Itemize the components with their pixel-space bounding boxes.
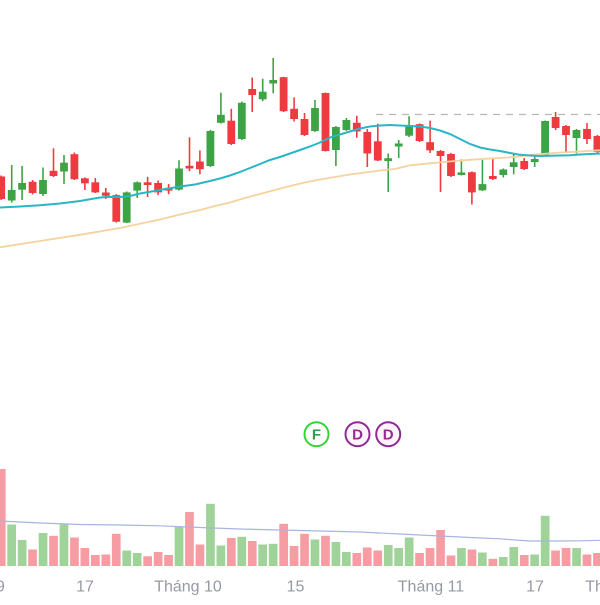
svg-text:Tháng 10: Tháng 10: [154, 578, 222, 595]
svg-text:17: 17: [76, 578, 94, 595]
svg-text:F: F: [312, 427, 321, 444]
svg-text:Tháng 11: Tháng 11: [398, 578, 465, 595]
svg-text:D: D: [352, 427, 363, 444]
svg-text:D: D: [383, 427, 394, 444]
svg-text:9: 9: [0, 578, 5, 595]
svg-text:17: 17: [526, 578, 544, 595]
svg-text:Tháng 12: Tháng 12: [585, 578, 600, 595]
svg-text:15: 15: [287, 578, 305, 595]
